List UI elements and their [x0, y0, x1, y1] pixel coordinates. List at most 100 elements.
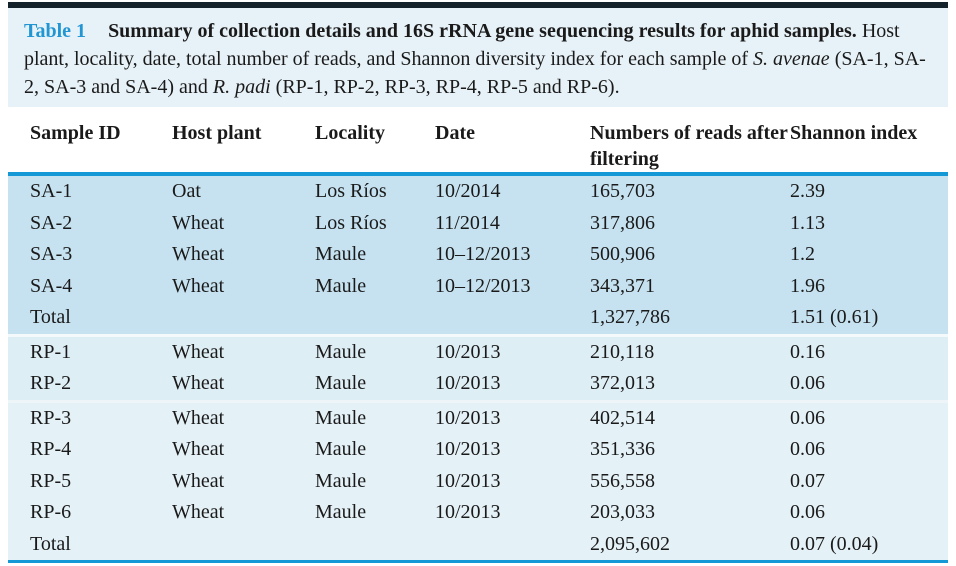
cell-reads: 402,514 [590, 406, 655, 429]
species-name: R. padi [212, 76, 271, 98]
table-row: RP-5 Wheat Maule 10/2013 556,558 0.07 [8, 466, 948, 498]
table-caption-label: Table 1 [24, 20, 87, 42]
cell-locality: Maule [315, 243, 367, 266]
cell-sample-id: RP-1 [30, 340, 72, 363]
cell-locality: Maule [315, 406, 367, 429]
table-row: RP-1 Wheat Maule 10/2013 210,118 0.16 [8, 337, 948, 369]
column-header-reads: Numbers of reads after filtering [590, 122, 788, 170]
cell-sample-id: RP-4 [30, 438, 72, 461]
cell-date: 10/2013 [435, 438, 501, 461]
cell-reads: 372,013 [590, 372, 655, 395]
table-row: RP-3 Wheat Maule 10/2013 402,514 0.06 [8, 403, 948, 435]
cell-date: 10/2013 [435, 340, 501, 363]
cell-reads: 343,371 [590, 274, 655, 297]
cell-shannon: 0.06 [790, 372, 825, 395]
table-caption-desc: (SA-1, SA-2, SA-3 and SA-4) and [24, 48, 926, 98]
cell-sample-id: Total [30, 306, 71, 329]
column-header-date: Date [435, 122, 475, 144]
cell-shannon: 2.39 [790, 180, 825, 203]
cell-date: 10/2013 [435, 372, 501, 395]
cell-shannon: 0.06 [790, 406, 825, 429]
cell-host-plant: Wheat [172, 501, 225, 524]
cell-sample-id: SA-1 [30, 180, 73, 203]
cell-date: 10–12/2013 [435, 274, 531, 297]
cell-sample-id: RP-6 [30, 501, 72, 524]
cell-date: 10/2013 [435, 501, 501, 524]
table-row: RP-2 Wheat Maule 10/2013 372,013 0.06 [8, 368, 948, 400]
cell-reads: 556,558 [590, 469, 655, 492]
cell-locality: Los Ríos [315, 211, 387, 234]
cell-host-plant: Wheat [172, 372, 225, 395]
cell-date: 11/2014 [435, 211, 500, 234]
column-header-sample-id: Sample ID [30, 122, 121, 144]
row-band-rp-2: RP-3 Wheat Maule 10/2013 402,514 0.06 RP… [8, 402, 948, 561]
cell-sample-id: RP-3 [30, 406, 72, 429]
table-row: SA-3 Wheat Maule 10–12/2013 500,906 1.2 [8, 239, 948, 271]
cell-reads: 1,327,786 [590, 306, 670, 329]
cell-shannon: 0.06 [790, 501, 825, 524]
column-header-shannon: Shannon index [790, 122, 918, 144]
cell-shannon: 0.07 [790, 469, 825, 492]
table-row-total: Total 2,095,602 0.07 (0.04) [8, 529, 948, 561]
table-bottom-rule [8, 560, 948, 563]
cell-locality: Maule [315, 501, 367, 524]
table-caption: Table 1 Summary of collection details and… [8, 8, 948, 107]
cell-reads: 317,806 [590, 211, 655, 234]
cell-host-plant: Wheat [172, 406, 225, 429]
cell-locality: Maule [315, 274, 367, 297]
cell-shannon: 1.51 (0.61) [790, 306, 879, 329]
column-header-locality: Locality [315, 122, 385, 144]
cell-sample-id: SA-2 [30, 211, 73, 234]
cell-sample-id: SA-4 [30, 274, 73, 297]
cell-locality: Maule [315, 469, 367, 492]
cell-host-plant: Wheat [172, 469, 225, 492]
table-row: SA-4 Wheat Maule 10–12/2013 343,371 1.96 [8, 271, 948, 303]
row-band-sa: SA-1 Oat Los Ríos 10/2014 165,703 2.39 S… [8, 176, 948, 334]
cell-date: 10/2013 [435, 469, 501, 492]
table-caption-title: Summary of collection details and 16S rR… [108, 20, 857, 42]
cell-reads: 165,703 [590, 180, 655, 203]
cell-reads: 203,033 [590, 501, 655, 524]
cell-shannon: 1.13 [790, 211, 825, 234]
table-row-total: Total 1,327,786 1.51 (0.61) [8, 302, 948, 334]
cell-host-plant: Wheat [172, 211, 225, 234]
table-row: RP-4 Wheat Maule 10/2013 351,336 0.06 [8, 434, 948, 466]
table-row: RP-6 Wheat Maule 10/2013 203,033 0.06 [8, 497, 948, 529]
cell-shannon: 0.16 [790, 340, 825, 363]
table-row: SA-2 Wheat Los Ríos 11/2014 317,806 1.13 [8, 208, 948, 240]
cell-locality: Los Ríos [315, 180, 387, 203]
cell-locality: Maule [315, 372, 367, 395]
cell-reads: 500,906 [590, 243, 655, 266]
table-caption-desc: Host plant, locality, date, total number… [24, 20, 900, 70]
band-separator [8, 333, 948, 337]
cell-host-plant: Oat [172, 180, 201, 203]
header-divider-rule [8, 172, 948, 176]
cell-shannon: 0.07 (0.04) [790, 532, 879, 555]
cell-reads: 2,095,602 [590, 532, 670, 555]
species-name: S. avenae [753, 48, 830, 70]
row-band-rp-1: RP-1 Wheat Maule 10/2013 210,118 0.16 RP… [8, 336, 948, 400]
cell-date: 10–12/2013 [435, 243, 531, 266]
table-row: SA-1 Oat Los Ríos 10/2014 165,703 2.39 [8, 176, 948, 208]
cell-sample-id: RP-2 [30, 372, 72, 395]
band-separator [8, 399, 948, 403]
cell-shannon: 1.96 [790, 274, 825, 297]
cell-host-plant: Wheat [172, 274, 225, 297]
table-caption-desc: (RP-1, RP-2, RP-3, RP-4, RP-5 and RP-6). [270, 76, 620, 98]
cell-shannon: 0.06 [790, 438, 825, 461]
cell-sample-id: Total [30, 532, 71, 555]
column-header-host-plant: Host plant [172, 122, 262, 144]
cell-date: 10/2013 [435, 406, 501, 429]
cell-host-plant: Wheat [172, 438, 225, 461]
cell-locality: Maule [315, 340, 367, 363]
cell-locality: Maule [315, 438, 367, 461]
table-panel: Table 1 Summary of collection details and… [8, 2, 948, 563]
cell-reads: 210,118 [590, 340, 655, 363]
cell-sample-id: SA-3 [30, 243, 73, 266]
cell-host-plant: Wheat [172, 340, 225, 363]
top-rule-bar [8, 2, 948, 8]
cell-sample-id: RP-5 [30, 469, 72, 492]
table-header-row: Sample ID Host plant Locality Date Numbe… [8, 107, 948, 172]
cell-reads: 351,336 [590, 438, 655, 461]
cell-shannon: 1.2 [790, 243, 815, 266]
